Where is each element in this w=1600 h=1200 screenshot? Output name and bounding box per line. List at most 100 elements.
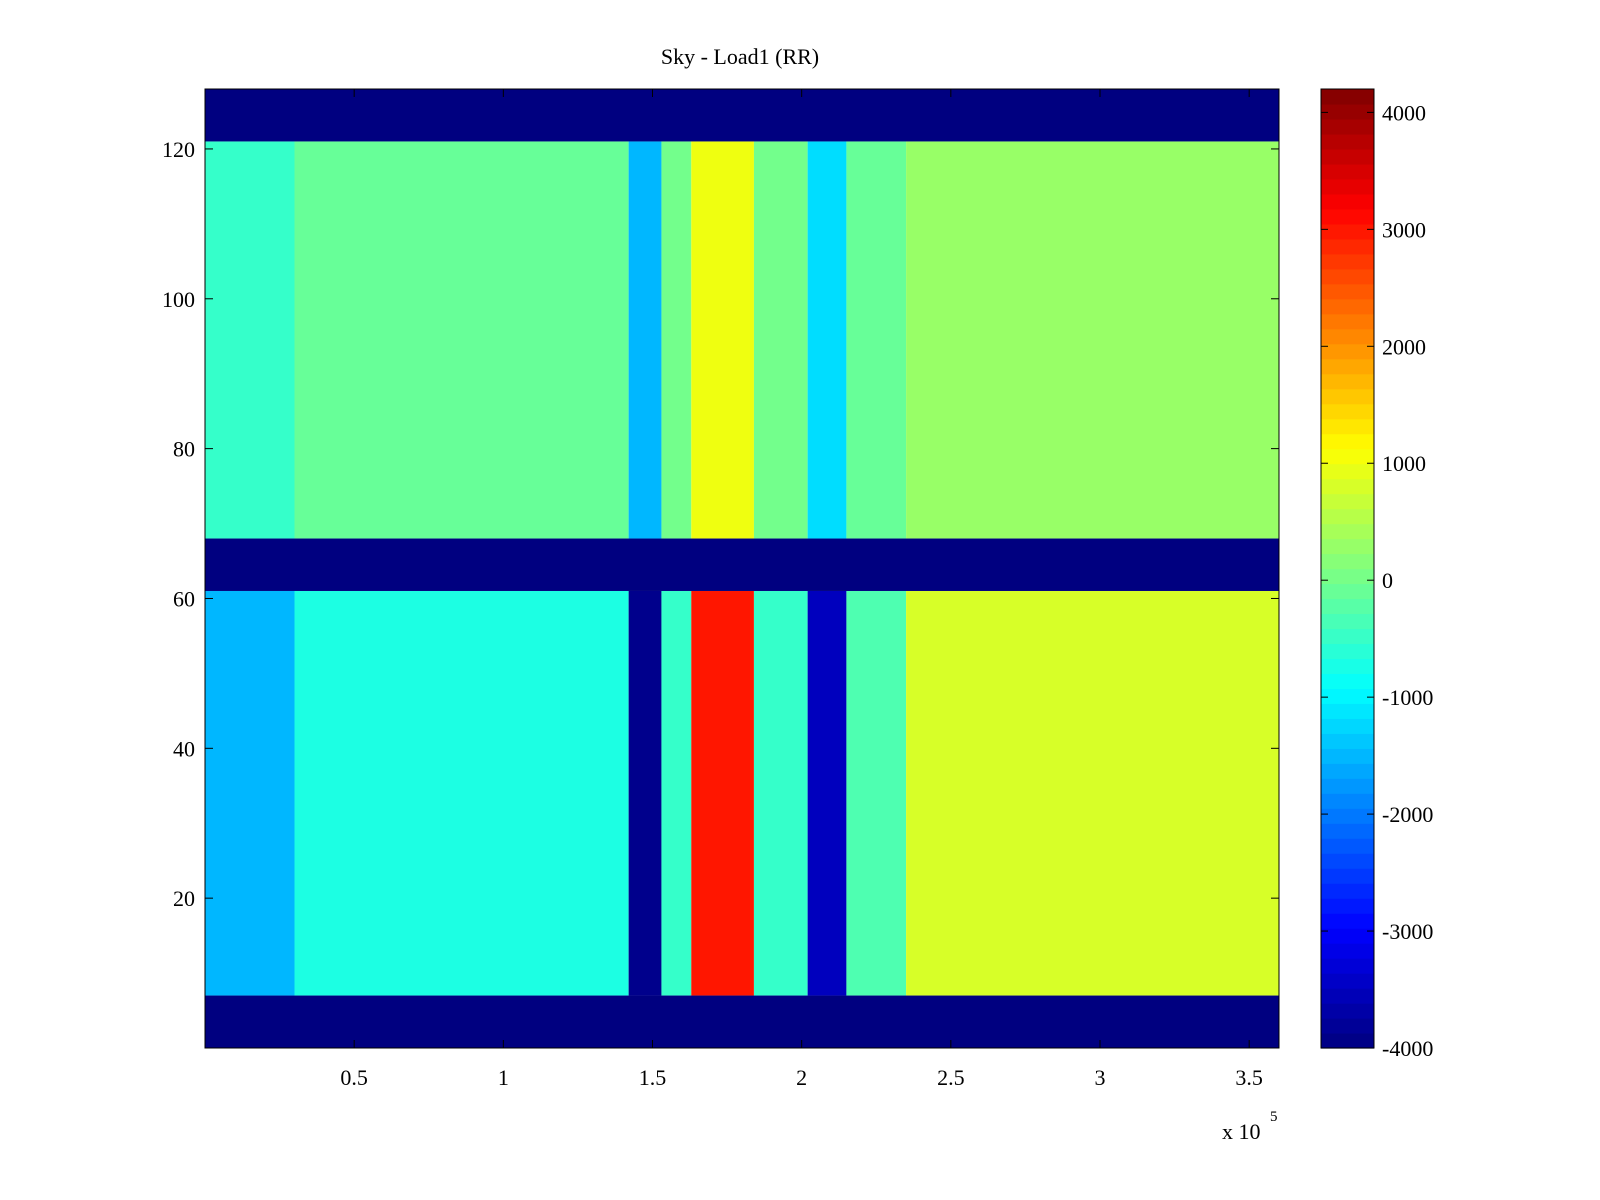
colorbar: [1321, 89, 1374, 1049]
colorbar-swatch: [1321, 778, 1374, 794]
colorbar-swatch: [1321, 1003, 1374, 1019]
colorbar-swatch: [1321, 643, 1374, 660]
colorbar-swatch: [1321, 403, 1374, 420]
plot-frame: [204, 88, 1280, 1049]
colorbar-tick-label: -4000: [1382, 1036, 1433, 1061]
heatmap-area: [205, 89, 1279, 1048]
x-tick-label: 2.5: [937, 1065, 965, 1090]
colorbar-swatch: [1321, 838, 1374, 854]
colorbar-swatch: [1321, 988, 1374, 1004]
colorbar-swatch: [1321, 253, 1374, 270]
colorbar-swatch: [1321, 658, 1374, 674]
colorbar-swatch: [1321, 808, 1374, 824]
y-tick-label: 60: [173, 586, 195, 611]
colorbar-swatch: [1321, 193, 1374, 210]
heatmap-band-upper: [294, 141, 629, 539]
colorbar-swatch: [1321, 538, 1374, 555]
y-tick-label: 100: [162, 287, 195, 312]
x-axis-multiplier-exponent: 5: [1270, 1109, 1278, 1125]
colorbar-swatch: [1321, 493, 1374, 510]
colorbar-swatch: [1321, 853, 1374, 869]
colorbar-swatch: [1321, 163, 1374, 180]
masked-row-band: [205, 995, 1279, 1048]
heatmap-band-lower: [846, 590, 907, 996]
y-axis: 20 40 60 80 100 120: [162, 137, 1279, 911]
colorbar-swatch: [1321, 268, 1374, 285]
colorbar-swatch: [1321, 583, 1374, 600]
colorbar-swatch: [1321, 793, 1374, 809]
chart-title: Sky - Load1 (RR): [661, 44, 819, 69]
heatmap-band-lower: [661, 590, 692, 996]
x-tick-label: 0.5: [340, 1065, 368, 1090]
colorbar-tick-label: -2000: [1382, 802, 1433, 827]
y-tick-label: 80: [173, 437, 195, 462]
colorbar-swatch: [1321, 913, 1374, 929]
colorbar-tick-label: -1000: [1382, 685, 1433, 710]
colorbar-swatch: [1321, 718, 1374, 734]
colorbar-swatch: [1321, 1018, 1374, 1034]
colorbar-swatch: [1321, 133, 1374, 150]
heatmap-band-lower: [906, 590, 1279, 996]
colorbar-swatch: [1321, 508, 1374, 525]
heatmap-band-upper: [661, 141, 692, 539]
colorbar-swatch: [1321, 823, 1374, 839]
colorbar-swatch: [1321, 478, 1374, 495]
colorbar-swatch: [1321, 673, 1374, 689]
masked-row-band: [205, 89, 1279, 142]
colorbar-swatch: [1321, 448, 1374, 465]
colorbar-swatch: [1321, 1033, 1374, 1049]
colorbar-swatch: [1321, 628, 1374, 645]
x-tick-label: 3.5: [1235, 1065, 1263, 1090]
x-tick-label: 1: [498, 1065, 509, 1090]
colorbar-swatch: [1321, 358, 1374, 375]
colorbar-swatch: [1321, 943, 1374, 959]
colorbar-swatch: [1321, 703, 1374, 719]
heatmap-band-lower: [294, 590, 629, 996]
colorbar-tick-label: 0: [1382, 568, 1393, 593]
colorbar-swatch: [1321, 553, 1374, 570]
colorbar-swatch: [1321, 688, 1374, 704]
colorbar-swatch: [1321, 238, 1374, 255]
colorbar-frame: [1320, 88, 1375, 1049]
colorbar-axis: 4000 3000 2000 1000 0 -1000 -2000 -3000 -4000: [1321, 100, 1433, 1061]
x-axis-multiplier-base: x 10: [1222, 1119, 1261, 1144]
heatmap-band-lower: [753, 590, 808, 996]
colorbar-swatch: [1321, 223, 1374, 240]
colorbar-swatch: [1321, 313, 1374, 330]
x-axis: 0.5 1 1.5 2 2.5 3 3.5: [340, 89, 1263, 1090]
colorbar-swatch: [1321, 418, 1374, 435]
colorbar-swatch: [1321, 328, 1374, 345]
x-tick-label: 3: [1095, 1065, 1106, 1090]
colorbar-swatch: [1321, 208, 1374, 225]
colorbar-tick-label: 2000: [1382, 334, 1426, 359]
colorbar-swatch: [1321, 883, 1374, 899]
colorbar-swatch: [1321, 463, 1374, 480]
heatmap-band-upper: [906, 141, 1279, 539]
heatmap-band-upper: [846, 141, 907, 539]
colorbar-swatch: [1321, 928, 1374, 944]
x-tick-label: 2: [796, 1065, 807, 1090]
colorbar-tick-label: 4000: [1382, 100, 1426, 125]
heatmap-band-upper: [691, 141, 754, 539]
colorbar-swatch: [1321, 733, 1374, 749]
colorbar-swatch: [1321, 283, 1374, 300]
colorbar-swatch: [1321, 748, 1374, 764]
colorbar-swatch: [1321, 433, 1374, 450]
heatmap-band-upper: [205, 141, 295, 539]
colorbar-tick-label: -3000: [1382, 919, 1433, 944]
x-tick-label: 1.5: [639, 1065, 667, 1090]
heatmap-band-lower: [807, 590, 847, 996]
heatmap-band-lower: [628, 590, 662, 996]
colorbar-swatch: [1321, 568, 1374, 585]
y-tick-label: 20: [173, 886, 195, 911]
colorbar-swatch: [1321, 89, 1374, 105]
colorbar-swatch: [1321, 973, 1374, 989]
heatmap-band-lower: [691, 590, 754, 996]
colorbar-swatch: [1321, 118, 1374, 135]
heatmap-band-lower: [205, 590, 295, 996]
y-tick-label: 40: [173, 736, 195, 761]
colorbar-tick-label: 1000: [1382, 451, 1426, 476]
colorbar-swatch: [1321, 103, 1374, 120]
x-axis-multiplier: x 10: [1222, 1119, 1261, 1144]
